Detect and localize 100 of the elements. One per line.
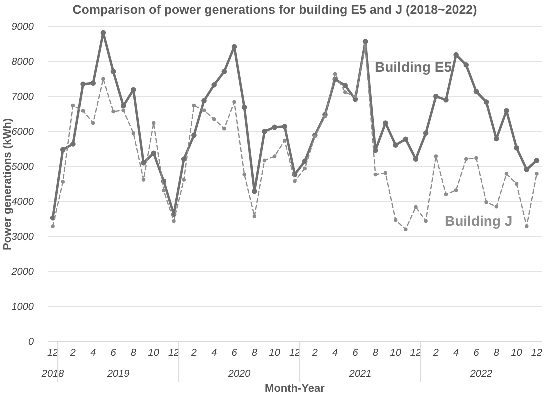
x-tick-label: 6 bbox=[352, 348, 359, 360]
x-tick-label: 8 bbox=[130, 348, 137, 360]
point bbox=[242, 172, 246, 177]
x-tick-label: 4 bbox=[90, 348, 97, 360]
y-tick-label: 3000 bbox=[12, 232, 34, 244]
point bbox=[142, 178, 146, 182]
point bbox=[102, 77, 106, 82]
point bbox=[514, 145, 520, 151]
point bbox=[454, 188, 458, 192]
point bbox=[494, 205, 499, 209]
point bbox=[524, 167, 530, 172]
point bbox=[504, 172, 509, 176]
chart-title: Comparison of power generations for building E5 and J (2018~2022) bbox=[72, 3, 478, 17]
point bbox=[393, 142, 398, 148]
point bbox=[202, 98, 207, 104]
text: 2018 bbox=[40, 369, 65, 380]
x-tick-label: 2 bbox=[69, 348, 76, 360]
point bbox=[262, 158, 267, 163]
point bbox=[464, 62, 470, 68]
point bbox=[242, 104, 248, 110]
point bbox=[374, 172, 378, 177]
point bbox=[303, 166, 307, 171]
point bbox=[122, 108, 126, 113]
point bbox=[222, 126, 226, 131]
point bbox=[384, 171, 388, 176]
point bbox=[232, 44, 238, 50]
x-tick-label: 12 bbox=[531, 348, 543, 360]
x-tick-label: 12 bbox=[289, 348, 301, 360]
point bbox=[110, 69, 116, 74]
point bbox=[444, 98, 449, 103]
point bbox=[262, 129, 268, 134]
point bbox=[212, 118, 216, 122]
x-tick-label: 10 bbox=[269, 348, 281, 360]
point bbox=[192, 132, 197, 138]
point bbox=[272, 154, 277, 158]
x-tick-label: 6 bbox=[474, 348, 480, 360]
point bbox=[344, 90, 348, 94]
point bbox=[131, 87, 136, 93]
point bbox=[394, 218, 398, 222]
text: 2021 bbox=[348, 369, 372, 380]
point bbox=[272, 124, 278, 130]
point bbox=[525, 224, 529, 228]
point bbox=[151, 150, 157, 156]
point bbox=[152, 121, 156, 126]
point bbox=[362, 39, 368, 44]
point bbox=[232, 100, 236, 104]
y-tick-label: 7000 bbox=[12, 92, 34, 104]
point bbox=[474, 156, 478, 160]
y-tick-label: 1000 bbox=[12, 302, 34, 314]
point bbox=[70, 142, 76, 147]
point bbox=[222, 69, 228, 74]
point bbox=[354, 94, 358, 99]
point bbox=[333, 72, 338, 76]
y-tick-label: 6000 bbox=[12, 127, 34, 138]
point bbox=[534, 158, 540, 164]
point bbox=[51, 224, 55, 228]
x-tick-label: 12 bbox=[410, 348, 422, 360]
point bbox=[514, 182, 519, 186]
point bbox=[484, 100, 490, 105]
point bbox=[474, 89, 480, 94]
point bbox=[162, 188, 166, 193]
point bbox=[383, 120, 388, 126]
point bbox=[404, 228, 408, 232]
x-tick-label: 6 bbox=[110, 348, 117, 360]
x-tick-label: 4 bbox=[332, 348, 339, 360]
x-tick-label: 10 bbox=[148, 348, 160, 360]
x-tick-label: 12 bbox=[168, 348, 180, 360]
x-tick-label: 8 bbox=[252, 348, 258, 360]
point bbox=[91, 121, 96, 126]
point bbox=[90, 80, 96, 86]
point bbox=[414, 205, 418, 210]
point bbox=[434, 154, 438, 158]
x-tick-label: 8 bbox=[494, 348, 500, 360]
y-tick-label: 9000 bbox=[12, 22, 34, 34]
x-tick-label: 8 bbox=[372, 348, 379, 360]
y-tick-label: 2000 bbox=[10, 267, 34, 278]
point bbox=[454, 52, 459, 58]
point bbox=[364, 44, 368, 48]
point bbox=[202, 108, 206, 113]
y-tick-label: 4000 bbox=[12, 197, 34, 208]
point bbox=[100, 30, 106, 36]
x-tick-label: 6 bbox=[232, 348, 238, 360]
point bbox=[424, 219, 428, 224]
x-tick-label: 2 bbox=[311, 348, 318, 360]
point bbox=[181, 156, 187, 162]
point bbox=[252, 214, 257, 218]
point bbox=[132, 132, 136, 136]
point bbox=[141, 160, 146, 166]
point bbox=[464, 157, 468, 162]
point bbox=[403, 136, 409, 142]
x-tick-label: 2 bbox=[190, 348, 198, 360]
point bbox=[81, 109, 86, 113]
y-tick-label: 5000 bbox=[12, 162, 34, 174]
point bbox=[192, 104, 196, 108]
point bbox=[212, 82, 217, 88]
point bbox=[484, 200, 488, 204]
point bbox=[282, 124, 288, 130]
point bbox=[283, 138, 287, 143]
text: 2019 bbox=[106, 369, 130, 380]
y-tick-label: 8000 bbox=[12, 57, 34, 68]
